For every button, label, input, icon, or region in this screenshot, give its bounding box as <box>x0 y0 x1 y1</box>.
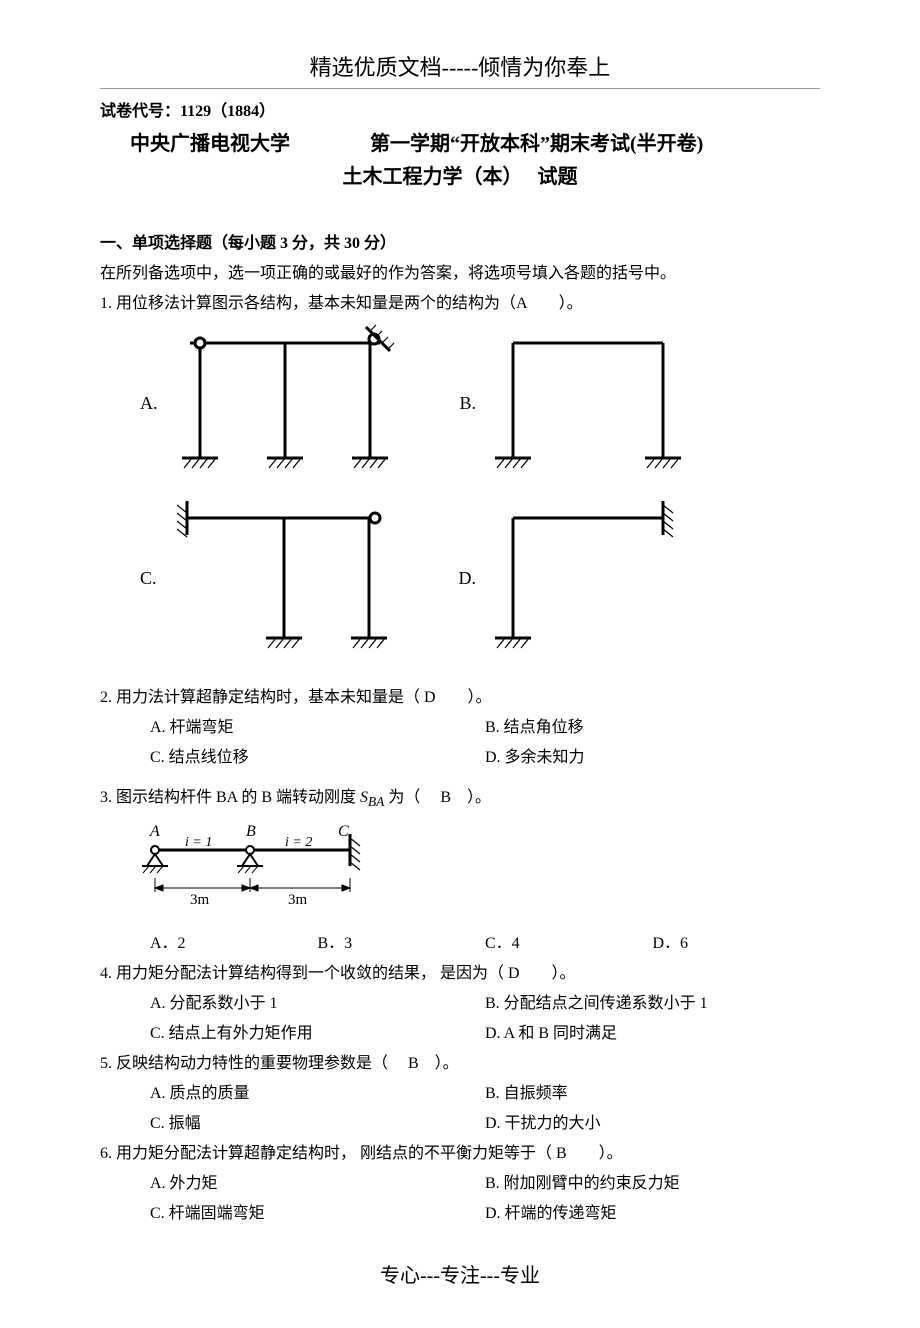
title-line-2: 土木工程力学（本） 试题 <box>100 160 820 189</box>
q3-stem: 3. 图示结构杆件 BA 的 B 端转动刚度 SBA 为（ B ）。 <box>100 783 820 810</box>
q6-options: A. 外力矩 C. 杆端固端弯矩 B. 附加刚臂中的约束反力矩 D. 杆端的传递… <box>150 1169 820 1229</box>
q6-opt-b: B. 附加刚臂中的约束反力矩 <box>485 1169 820 1193</box>
q3-i-right: i = 2 <box>285 835 312 850</box>
q2-stem: 2. 用力法计算超静定结构时，基本未知量是（ D ）。 <box>100 683 820 707</box>
q4-stem: 4. 用力矩分配法计算结构得到一个收敛的结果， 是因为（ D ）。 <box>100 959 820 983</box>
q1-row-2: C. <box>140 493 820 663</box>
title-line-1: 中央广播电视大学 第一学期“开放本科”期末考试(半开卷) <box>130 127 820 156</box>
q1-diagram-b <box>488 323 688 483</box>
q4-opt-c: C. 结点上有外力矩作用 <box>150 1019 485 1043</box>
q1-option-a: A. <box>140 323 400 483</box>
section-1-header: 一、单项选择题（每小题 3 分，共 30 分） <box>100 229 820 253</box>
q1-diagram-a <box>170 323 400 483</box>
q6-opt-c: C. 杆端固端弯矩 <box>150 1199 485 1223</box>
q3-node-c: C <box>338 823 349 840</box>
q3-figure: A B C i = 1 i = 2 3m 3m <box>130 820 820 915</box>
q2-options: A. 杆端弯矩 C. 结点线位移 B. 结点角位移 D. 多余未知力 <box>150 713 820 773</box>
q6-stem: 6. 用力矩分配法计算超静定结构时， 刚结点的不平衡力矩等于（ B ）。 <box>100 1139 820 1163</box>
top-rule <box>100 88 820 89</box>
q3-span-1: 3m <box>190 892 210 908</box>
q2-opt-c: C. 结点线位移 <box>150 743 485 767</box>
q2-opt-a: A. 杆端弯矩 <box>150 713 485 737</box>
q3-options: A．2 B．3 C．4 D．6 <box>150 929 820 953</box>
q4-opt-a: A. 分配系数小于 1 <box>150 989 485 1013</box>
q1-option-c: C. <box>140 493 399 663</box>
q2-opt-d: D. 多余未知力 <box>485 743 820 767</box>
q4-options: A. 分配系数小于 1 C. 结点上有外力矩作用 B. 分配结点之间传递系数小于… <box>150 989 820 1049</box>
exam-page: 精选优质文档-----倾情为你奉上 试卷代号：1129（1884） 中央广播电视… <box>0 0 920 1328</box>
q1-label-a: A. <box>140 393 158 414</box>
q1-stem: 1. 用位移法计算图示各结构，基本未知量是两个的结构为（A ）。 <box>100 289 820 313</box>
section-1-instruction: 在所列备选项中，选一项正确的或最好的作为答案，将选项号填入各题的括号中。 <box>100 259 820 283</box>
q3-stem-suffix: 为（ B ）。 <box>388 789 491 806</box>
q4-opt-b: B. 分配结点之间传递系数小于 1 <box>485 989 820 1013</box>
q6-opt-d: D. 杆端的传递弯矩 <box>485 1199 820 1223</box>
q3-opt-b: B．3 <box>318 929 486 953</box>
q1-diagram-c <box>169 493 399 663</box>
paper-code: 试卷代号：1129（1884） <box>100 97 820 121</box>
q3-node-b: B <box>246 823 256 840</box>
q1-option-d: D. <box>459 493 689 663</box>
q3-opt-c: C．4 <box>485 929 653 953</box>
q3-opt-a: A．2 <box>150 929 318 953</box>
q3-symbol: SBA <box>360 789 388 806</box>
q1-label-d: D. <box>459 568 477 589</box>
q3-opt-d: D．6 <box>653 929 821 953</box>
watermark-top: 精选优质文档-----倾情为你奉上 <box>100 50 820 82</box>
q6-opt-a: A. 外力矩 <box>150 1169 485 1193</box>
q3-stem-prefix: 3. 图示结构杆件 BA 的 B 端转动刚度 <box>100 789 356 806</box>
q3-span-2: 3m <box>288 892 308 908</box>
footer-watermark: 专心---专注---专业 <box>100 1259 820 1288</box>
q5-opt-a: A. 质点的质量 <box>150 1079 485 1103</box>
q5-options: A. 质点的质量 C. 振幅 B. 自振频率 D. 干扰力的大小 <box>150 1079 820 1139</box>
q1-diagram-d <box>488 493 688 663</box>
q5-opt-d: D. 干扰力的大小 <box>485 1109 820 1133</box>
q1-label-b: B. <box>460 393 477 414</box>
q2-opt-b: B. 结点角位移 <box>485 713 820 737</box>
q1-label-c: C. <box>140 568 157 589</box>
q5-opt-b: B. 自振频率 <box>485 1079 820 1103</box>
q1-row-1: A. <box>140 323 820 483</box>
q5-opt-c: C. 振幅 <box>150 1109 485 1133</box>
q5-stem: 5. 反映结构动力特性的重要物理参数是（ B ）。 <box>100 1049 820 1073</box>
q1-option-b: B. <box>460 323 689 483</box>
q3-node-a: A <box>149 823 160 840</box>
q4-opt-d: D. A 和 B 同时满足 <box>485 1019 820 1043</box>
q3-i-left: i = 1 <box>185 835 212 850</box>
